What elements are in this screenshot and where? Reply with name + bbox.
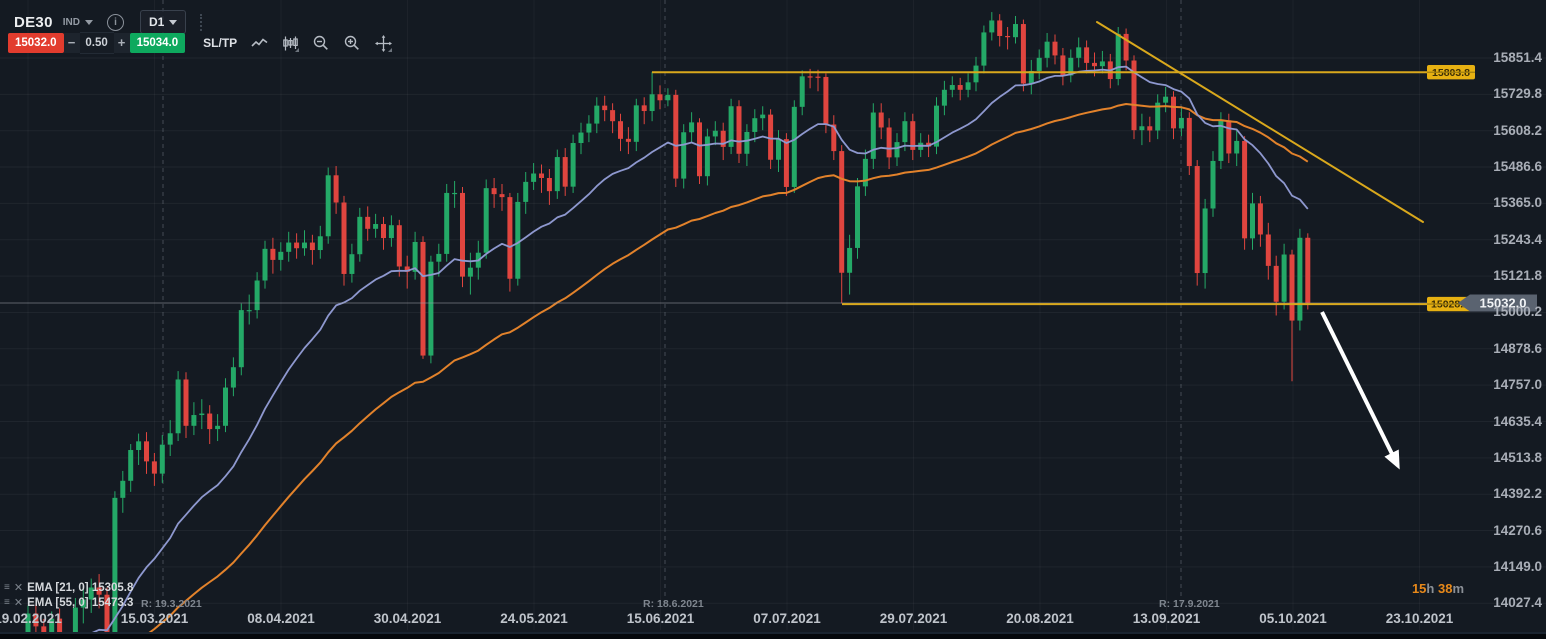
price-axis-label: 14027.4 (1493, 595, 1542, 611)
volume-field[interactable]: 0.50 (79, 32, 114, 54)
price-axis-label: 15000.2 (1493, 304, 1542, 320)
line-chart-icon[interactable] (250, 34, 268, 52)
buy-button[interactable]: 15034.0 (129, 33, 186, 53)
submenu-corner (388, 48, 393, 52)
price-axis-label: 14878.6 (1493, 340, 1542, 356)
price-axis-label: 15608.2 (1493, 122, 1542, 138)
current-price-tag: 15032.0 (1458, 294, 1537, 312)
price-axis-label: 15729.8 (1493, 86, 1542, 102)
date-axis-label: 15.03.2021 (120, 611, 189, 626)
indicator-value: 15305.8 (91, 581, 134, 594)
date-axis-label: 20.08.2021 (1006, 611, 1074, 626)
ema21-line[interactable] (28, 65, 1309, 632)
date-axis-label: 29.07.2021 (879, 611, 948, 626)
market-type-label: IND (62, 16, 80, 28)
indicator-row-ema21: ≡ ✕ EMA [21, 0] 15305.8 (4, 580, 133, 595)
price-axis-label: 14513.8 (1493, 449, 1542, 465)
level-tag: 15803.8 (1427, 65, 1475, 80)
indicator-value: 15473.3 (91, 596, 134, 609)
indicator-row-ema55: ≡ ✕ EMA [55, 0] 15473.3 (4, 595, 133, 610)
instrument-header: DE30 IND i D1 (14, 10, 203, 34)
volume-increase-button[interactable]: + (113, 33, 130, 53)
chevron-down-icon (169, 19, 178, 25)
indicator-label: EMA [55, 0] 15473.3 (27, 596, 134, 609)
ema55-line[interactable] (28, 103, 1309, 632)
rollover-date-label: R: 19.3.2021 (141, 598, 202, 610)
rollover-date-label: R: 17.9.2021 (1159, 598, 1220, 610)
date-axis-label: 19.02.2021 (0, 611, 62, 626)
price-axis-label: 14635.4 (1493, 413, 1542, 429)
date-axis-label: 15.06.2021 (626, 611, 695, 626)
chevron-down-icon[interactable] (84, 19, 93, 25)
zoom-out-icon[interactable] (312, 34, 330, 52)
candlestick-icon[interactable] (281, 34, 300, 52)
price-axis-label: 15365.0 (1493, 195, 1542, 211)
date-axis-label: 23.10.2021 (1385, 611, 1454, 626)
symbol-name: DE30 (14, 13, 53, 31)
indicator-legend: ≡ ✕ EMA [21, 0] 15305.8 ≡ ✕ EMA [55, 0] … (4, 580, 133, 610)
indicator-settings-icon[interactable]: ≡ (4, 597, 10, 608)
date-axis-label: 30.04.2021 (373, 611, 442, 626)
date-axis-label: 24.05.2021 (500, 611, 568, 626)
svg-text:15032.0: 15032.0 (1480, 295, 1527, 310)
price-axis-label: 14270.6 (1493, 522, 1542, 538)
price-axis-label: 15121.8 (1493, 268, 1542, 284)
date-axis-label: 13.09.2021 (1132, 611, 1201, 626)
date-axis-label: 08.04.2021 (247, 611, 315, 626)
session-countdown: 15h 38m (1411, 581, 1464, 596)
indicator-settings-icon[interactable]: ≡ (4, 582, 10, 593)
timeframe-label: D1 (148, 15, 165, 29)
price-axis-label: 15851.4 (1493, 50, 1542, 65)
date-axis-label: 05.10.2021 (1259, 611, 1327, 626)
sell-button[interactable]: 15032.0 (8, 33, 64, 53)
panel-drag-handle[interactable] (200, 13, 203, 31)
indicator-label: EMA [21, 0] 15305.8 (27, 581, 134, 594)
zoom-in-icon[interactable] (343, 34, 361, 52)
submenu-corner (295, 48, 300, 52)
date-axis-label: 07.07.2021 (753, 611, 821, 626)
sltp-button[interactable]: SL/TP (203, 36, 238, 50)
price-axis-label: 14149.0 (1493, 558, 1542, 574)
price-axis-label: 15243.4 (1493, 231, 1542, 247)
trendline[interactable] (1096, 21, 1424, 223)
arrow-annotation[interactable] (1320, 311, 1400, 470)
indicator-remove-icon[interactable]: ✕ (13, 582, 24, 594)
indicator-remove-icon[interactable]: ✕ (13, 597, 24, 609)
candles-layer (25, 12, 1311, 632)
price-axis-label: 14392.2 (1493, 486, 1542, 502)
timeframe-button[interactable]: D1 (139, 10, 187, 34)
info-icon[interactable]: i (106, 13, 124, 31)
quick-trade-bar: 15032.0 − 0.50 + 15034.0 SL/TP (8, 32, 393, 54)
rollover-date-label: R: 18.6.2021 (643, 598, 704, 610)
price-axis-label: 14757.0 (1493, 377, 1542, 393)
volume-decrease-button[interactable]: − (63, 33, 80, 53)
window-bottom-bar (0, 632, 1546, 639)
move-icon[interactable] (374, 34, 393, 52)
price-axis-label: 15486.6 (1493, 159, 1542, 175)
